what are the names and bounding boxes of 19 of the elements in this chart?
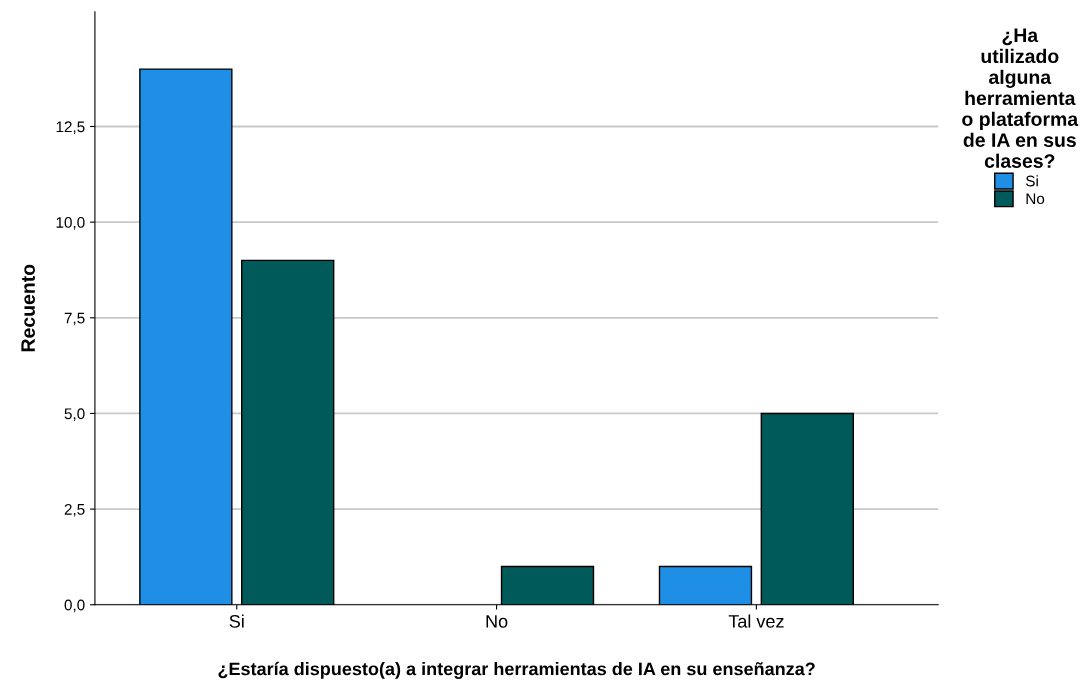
y-tick-label: 7,5 xyxy=(64,312,85,326)
bar xyxy=(241,259,335,605)
y-tick-label: 0,0 xyxy=(64,599,85,613)
y-tick-label: 10,0 xyxy=(56,217,85,230)
bar xyxy=(139,68,233,605)
bar xyxy=(658,565,753,605)
x-axis-title: ¿Estaría dispuesto(a) a integrar herramientas de IA en su enseñanza? xyxy=(218,661,815,679)
legend-title: ¿Ha utilizado alguna herramienta o plataforma de IA en sus clases? xyxy=(962,28,1079,168)
x-tick-label: Si xyxy=(229,614,244,628)
legend-label: Si xyxy=(1025,175,1038,187)
y-axis-title: Recuento xyxy=(21,264,35,352)
legend-label: No xyxy=(1026,193,1045,205)
bar xyxy=(760,412,854,605)
x-tick-label: No xyxy=(486,615,508,628)
bar xyxy=(500,565,595,605)
y-tick-label: 2,5 xyxy=(64,503,85,517)
y-tick-label: 5,0 xyxy=(64,408,85,421)
y-tick-label: 12,5 xyxy=(56,121,85,134)
x-tick-label: Tal vez xyxy=(728,614,784,628)
